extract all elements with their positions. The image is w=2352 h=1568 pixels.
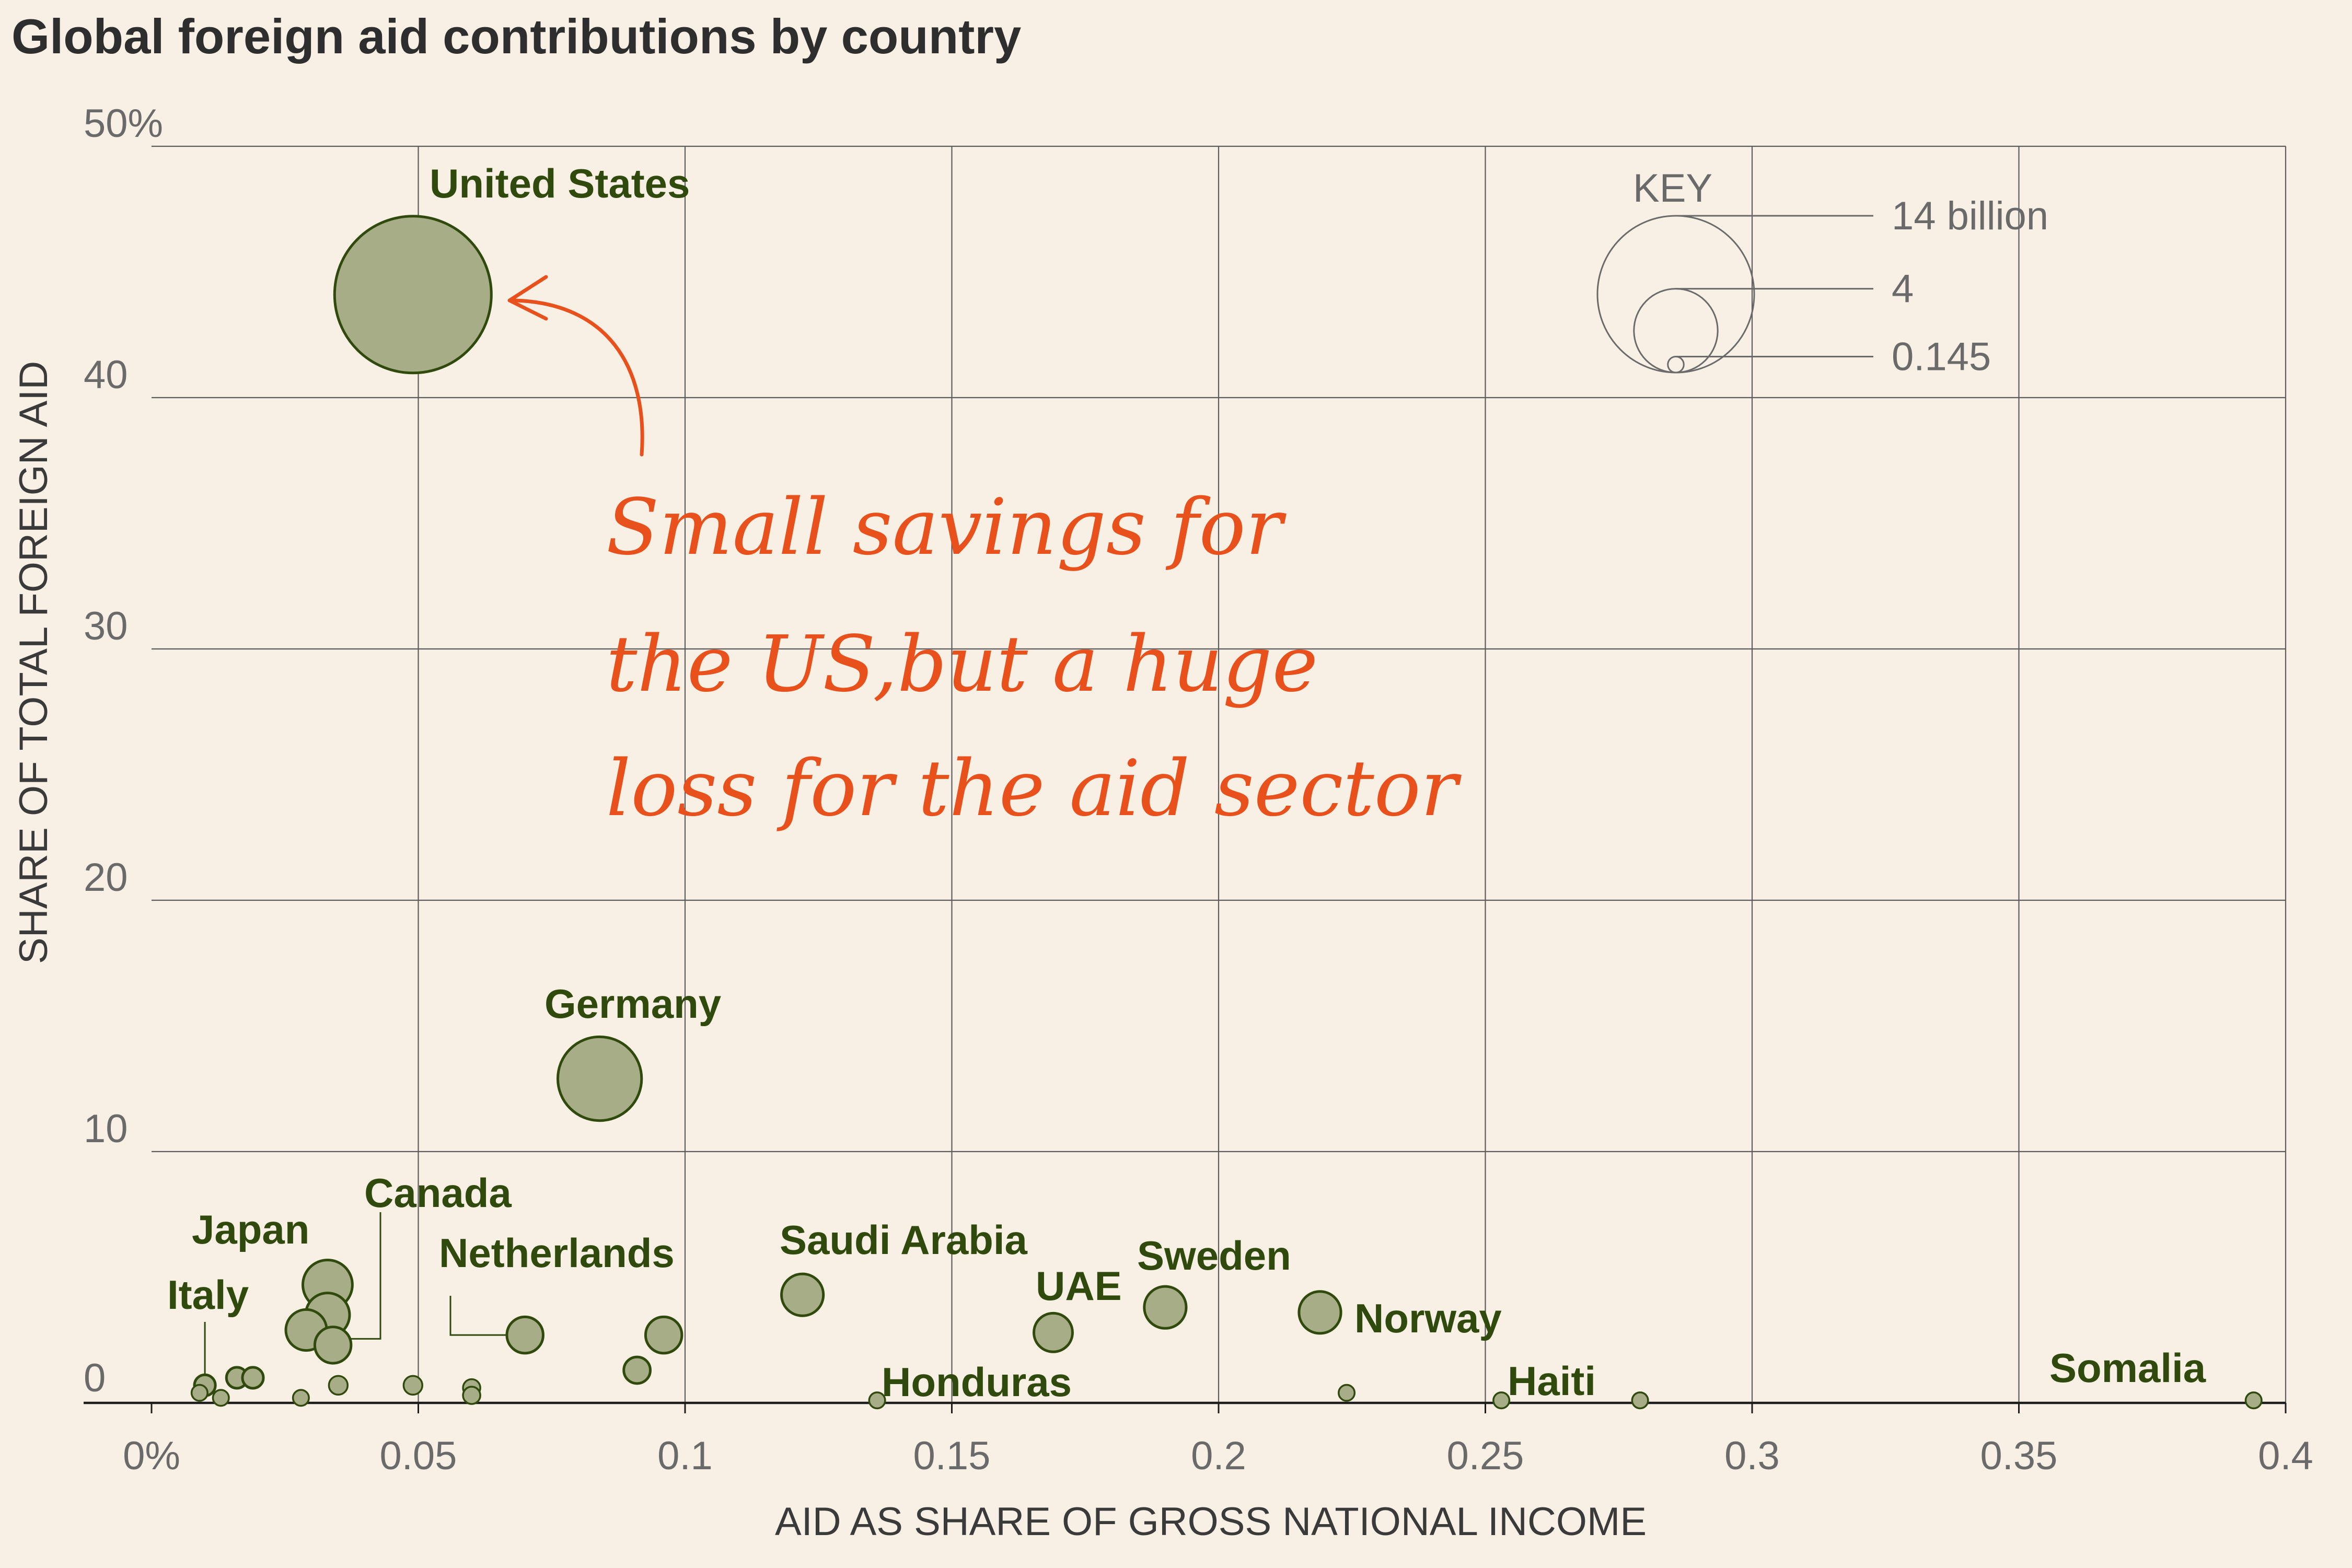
key-circle <box>1667 355 1685 374</box>
bubble-norway <box>1297 1290 1342 1335</box>
bubble-canada <box>313 1326 353 1365</box>
label-haiti: Haiti <box>1508 1358 1596 1404</box>
grid <box>84 145 2287 1413</box>
leader-canada <box>351 1212 381 1340</box>
bubble <box>462 1386 481 1405</box>
label-united-states: United States <box>430 160 690 206</box>
label-sweden: Sweden <box>1137 1233 1291 1279</box>
x-tick-label: 0.05 <box>380 1434 457 1478</box>
label-somalia: Somalia <box>2049 1345 2206 1391</box>
key-circle <box>1633 288 1719 374</box>
annotation: Small savings for the US,but a huge loss f… <box>507 275 1462 833</box>
label-italy: Italy <box>167 1272 249 1318</box>
bubble <box>241 1366 265 1390</box>
y-axis-title: SHARE OF TOTAL FOREIGN AID <box>11 361 56 964</box>
bubble <box>190 1384 208 1402</box>
x-axis-title: AID AS SHARE OF GROSS NATIONAL INCOME <box>775 1500 1647 1544</box>
leader-netherlands <box>449 1296 507 1336</box>
bubble-uae <box>1033 1311 1074 1353</box>
leader-lines <box>204 1212 507 1375</box>
bubble-somalia <box>2244 1391 2263 1410</box>
x-tick-label: 0.35 <box>1980 1434 2058 1478</box>
y-tick-label: 20 <box>84 855 128 900</box>
x-tick-label: 0.4 <box>2258 1434 2313 1478</box>
x-tick-label: 0.2 <box>1191 1434 1246 1478</box>
bubble <box>644 1315 683 1355</box>
tick-labels: 0% 0.05 0.1 0.15 0.2 0.25 0.3 0.35 0.4 0 10 20 30 40 5… <box>84 101 2313 1478</box>
annotation-arrowhead <box>507 275 548 321</box>
point-labels: United States Germany Japan Canada Netherlan… <box>167 160 2206 1405</box>
chart-title: Global foreign aid contributions by coun… <box>11 9 1021 64</box>
x-tick-label: 0.15 <box>913 1434 991 1478</box>
x-tick-label: 0% <box>123 1434 180 1478</box>
y-tick-label: 30 <box>84 604 128 648</box>
label-uae: UAE <box>1036 1263 1122 1309</box>
key-label: 4 <box>1892 267 1914 311</box>
bubble-germany <box>556 1035 643 1122</box>
bubble-netherlands <box>505 1315 544 1355</box>
label-germany: Germany <box>544 981 721 1027</box>
label-canada: Canada <box>364 1170 512 1216</box>
annotation-line: loss for the aid sector <box>606 744 1462 833</box>
bubble-saudi-arabia <box>780 1272 825 1317</box>
annotation-line: Small savings for <box>606 482 1287 572</box>
size-key: KEY 14 billion 4 0.145 <box>1596 166 2048 379</box>
label-saudi-arabia: Saudi Arabia <box>780 1217 1028 1263</box>
label-netherlands: Netherlands <box>439 1230 675 1276</box>
x-tick-label: 0.25 <box>1447 1434 1524 1478</box>
label-norway: Norway <box>1354 1295 1502 1341</box>
annotation-arrow <box>513 298 644 457</box>
bubble <box>1338 1384 1356 1402</box>
bubble <box>212 1389 230 1407</box>
key-title: KEY <box>1633 166 1712 211</box>
label-honduras: Honduras <box>882 1359 1072 1405</box>
y-tick-label: 10 <box>84 1107 128 1151</box>
bubble-sweden <box>1143 1285 1188 1330</box>
bubbles <box>190 215 2263 1410</box>
bubble-haiti <box>1492 1391 1511 1410</box>
bubble <box>328 1375 349 1396</box>
y-tick-label: 50% <box>84 101 163 146</box>
y-tick-label: 40 <box>84 353 128 397</box>
annotation-line: the US,but a huge <box>606 619 1318 709</box>
bubble <box>292 1389 310 1407</box>
bubble-honduras <box>868 1391 886 1410</box>
y-tick-label: 0 <box>84 1356 106 1400</box>
bubble <box>1631 1391 1649 1410</box>
key-circle <box>1596 215 1755 374</box>
label-japan: Japan <box>192 1206 309 1252</box>
x-tick-label: 0.1 <box>657 1434 713 1478</box>
key-label: 14 billion <box>1892 194 2048 238</box>
bubble <box>402 1375 423 1396</box>
x-tick-label: 0.3 <box>1724 1434 1780 1478</box>
key-label: 0.145 <box>1892 334 1991 379</box>
bubble <box>622 1355 652 1385</box>
bubble-united-states <box>333 215 493 375</box>
